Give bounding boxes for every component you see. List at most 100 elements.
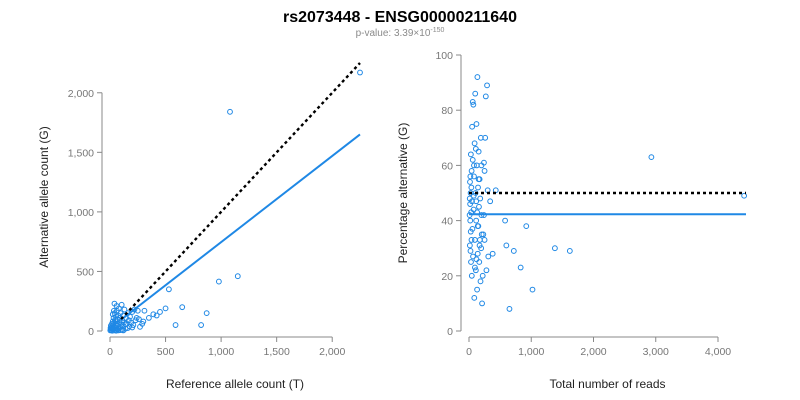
right-data-point <box>475 184 481 191</box>
right-data-point <box>502 217 509 224</box>
right-data-point <box>469 99 476 105</box>
right-data-point <box>470 253 476 260</box>
right-data-point <box>477 195 484 202</box>
left-x-axis-title: Reference allele count (T) <box>166 377 304 391</box>
right-data-point <box>474 74 481 80</box>
left-data-point <box>357 69 363 76</box>
right-data-point <box>467 217 474 224</box>
right-data-point <box>471 140 478 147</box>
pvalue-prefix: p-value: 3.39×10 <box>356 28 431 39</box>
right-x-axis-title: Total number of reads <box>549 377 665 391</box>
right-y-tick-label: 60 <box>441 160 453 172</box>
left-data-point <box>172 322 179 328</box>
left-y-tick-label: 1,500 <box>68 147 94 159</box>
right-data-point <box>469 123 476 130</box>
left-data-point <box>150 311 157 318</box>
right-data-point <box>468 272 475 279</box>
left-x-tick-label: 1,500 <box>264 346 290 358</box>
left-data-point <box>179 304 186 311</box>
left-data-point <box>153 312 160 319</box>
right-data-point <box>487 198 494 205</box>
left-scatter-panel: 0 500 1,000 1,500 2,000 0 500 1,000 1,500 2,000 Re… <box>37 62 363 391</box>
left-data-point <box>122 321 129 328</box>
left-data-point <box>109 327 116 334</box>
right-data-point <box>475 176 482 183</box>
right-data-point <box>472 90 479 97</box>
right-data-point <box>468 184 475 191</box>
left-data-point <box>132 317 139 324</box>
right-x-tick-label: 4,000 <box>705 346 731 358</box>
left-data-point <box>145 314 152 321</box>
left-data-point <box>157 309 163 315</box>
left-y-tick-label: 1,000 <box>68 207 94 219</box>
right-data-point <box>471 173 477 180</box>
left-y-tick-label: 500 <box>76 266 94 278</box>
right-data-point <box>468 259 474 265</box>
right-data-point <box>467 173 474 180</box>
right-data-point <box>474 250 481 257</box>
left-data-point <box>113 303 120 309</box>
right-data-point <box>466 242 473 249</box>
left-data-point <box>215 278 222 285</box>
right-data-point <box>472 267 479 274</box>
right-data-point <box>477 278 484 285</box>
left-data-point <box>121 306 128 313</box>
right-data-point <box>473 256 480 263</box>
chart-title: rs2073448 - ENSG00000211640 <box>283 9 517 26</box>
right-y-tick-label: 40 <box>441 216 453 228</box>
left-x-tick-label: 1,000 <box>208 346 234 358</box>
left-y-axis-title: Alternative allele count (G) <box>37 126 51 267</box>
right-data-point <box>481 237 488 243</box>
right-data-point <box>503 242 510 249</box>
right-data-point <box>470 101 477 108</box>
right-x-tick-label: 1,000 <box>518 346 544 358</box>
right-data-point <box>476 242 483 249</box>
right-data-point <box>482 93 489 100</box>
left-expected-ratio-line <box>120 62 361 320</box>
pvalue-exponent: -150 <box>430 27 444 34</box>
right-data-point <box>506 306 513 312</box>
right-data-point <box>473 162 480 169</box>
left-data-point <box>165 286 172 293</box>
right-data-point <box>484 82 490 89</box>
right-data-point <box>483 267 490 274</box>
left-data-point <box>129 324 136 331</box>
left-data-point <box>203 310 210 317</box>
right-data-point <box>473 198 480 205</box>
right-data-point <box>741 192 748 199</box>
right-x-tick-label: 3,000 <box>643 346 669 358</box>
right-data-point <box>472 237 478 243</box>
right-data-point <box>517 264 524 271</box>
right-y-tick-label: 0 <box>447 326 453 338</box>
right-data-point <box>473 121 480 127</box>
right-data-point <box>470 192 477 199</box>
right-data-point <box>523 223 530 230</box>
right-data-point <box>466 195 473 202</box>
right-y-axis-title: Percentage alternative (G) <box>396 123 410 264</box>
left-x-tick-label: 2,000 <box>319 346 345 358</box>
right-data-point <box>481 168 488 174</box>
right-data-point <box>552 245 558 252</box>
right-data-point <box>478 231 485 238</box>
right-data-point <box>479 300 485 307</box>
right-data-point <box>566 248 573 254</box>
left-y-tick-label: 2,000 <box>68 88 94 100</box>
left-fit-line <box>120 133 361 321</box>
right-data-point <box>476 203 482 210</box>
right-scatter-panel: 0 1,000 2,000 3,000 4,000 0 20 40 60 80 100 Total n… <box>396 50 748 391</box>
right-data-point <box>476 237 483 243</box>
left-data-point <box>109 311 116 318</box>
left-data-point <box>198 322 205 328</box>
right-data-point <box>481 159 487 166</box>
right-data-point <box>472 145 479 152</box>
right-data-point <box>476 259 483 265</box>
right-data-point <box>648 154 655 161</box>
left-y-tick-label: 0 <box>88 326 94 338</box>
right-data-point <box>467 179 473 185</box>
left-data-point <box>162 305 169 312</box>
right-x-tick-label: 2,000 <box>580 346 606 358</box>
right-data-point <box>489 250 496 257</box>
left-data-point <box>137 323 143 330</box>
left-data-point <box>234 273 241 280</box>
